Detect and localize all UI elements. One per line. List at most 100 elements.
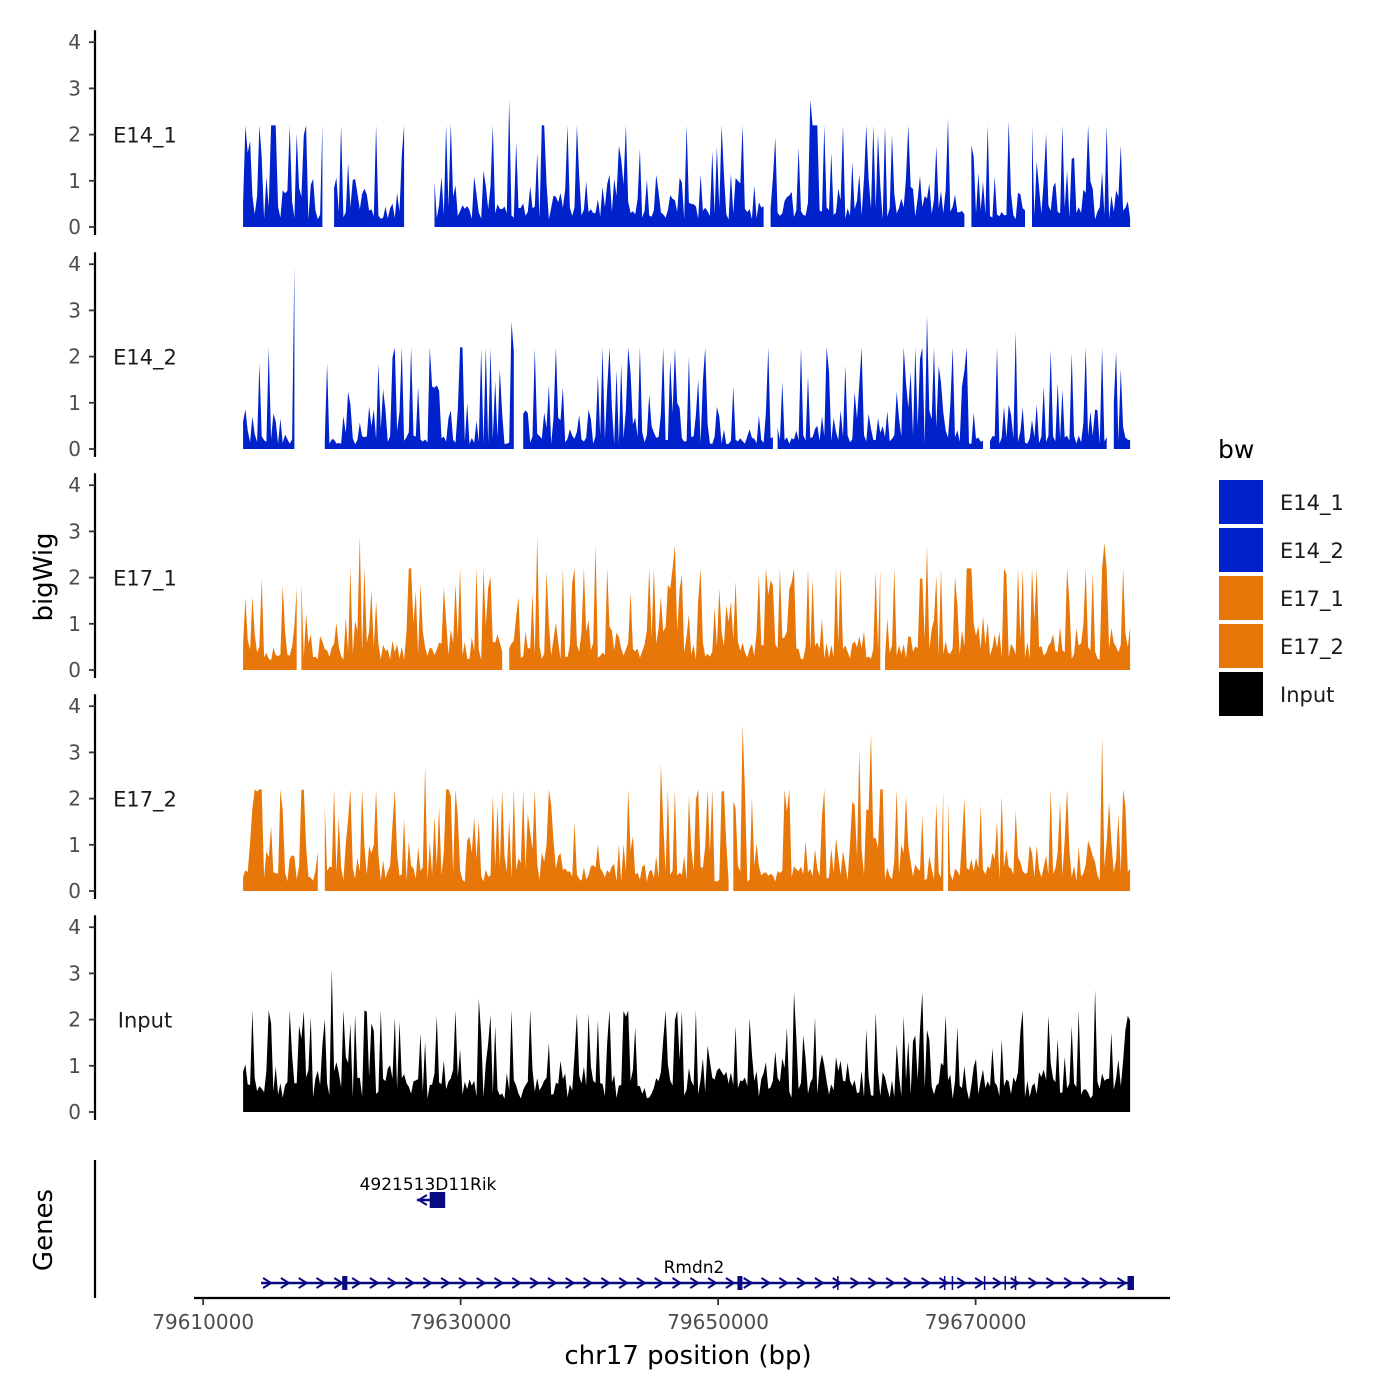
y-tick-label: 2 — [68, 123, 81, 147]
strand-arrow — [315, 1277, 327, 1289]
coverage-area — [324, 321, 514, 449]
y-tick-label: 2 — [68, 787, 81, 811]
x-axis: 79610000 79630000 79650000 79670000 — [152, 1296, 1170, 1334]
legend-label: E17_2 — [1280, 635, 1344, 660]
y-tick-label: 4 — [68, 252, 81, 276]
exon — [737, 1276, 743, 1290]
y-tick-label: 2 — [68, 1008, 81, 1032]
y-tick-label: 0 — [68, 879, 81, 903]
coverage-area — [523, 347, 773, 449]
strand-arrow — [778, 1277, 790, 1289]
gene-Rmdn2: Rmdn2 — [261, 1258, 1134, 1290]
strand-arrow — [1081, 1277, 1092, 1289]
strand-arrow — [867, 1277, 879, 1289]
y-tick-label: 4 — [68, 30, 81, 54]
strand-arrow — [493, 1277, 505, 1289]
y-tick-label: 3 — [68, 961, 81, 985]
strand-arrow — [992, 1277, 1003, 1289]
track-E17_2: 0 1 2 3 4 E17_2 — [68, 694, 1131, 903]
strand-arrow — [956, 1277, 968, 1289]
legend-key-E14_1 — [1219, 480, 1263, 524]
coverage-area — [971, 120, 1025, 227]
y-tick-label: 2 — [68, 566, 81, 590]
x-tick-label: 79630000 — [410, 1310, 512, 1334]
strand-arrow — [1063, 1277, 1074, 1289]
strand-arrow — [618, 1277, 629, 1289]
coverage-area — [243, 125, 323, 227]
track-E14_2: 0 1 2 3 4 E14_2 — [68, 252, 1131, 461]
strand-arrow — [1099, 1277, 1110, 1289]
strand-arrow — [440, 1277, 451, 1289]
y-tick-label: 3 — [68, 740, 81, 764]
y-tick-label: 1 — [68, 612, 81, 636]
track-E14_1: 0 1 2 3 4 E14_1 — [68, 30, 1131, 239]
coverage-area — [770, 99, 965, 227]
strand-arrow — [760, 1277, 772, 1289]
strand-arrow — [654, 1277, 665, 1289]
strand-arrow — [262, 1277, 273, 1289]
coverage-area — [243, 968, 1131, 1112]
y-tick-label: 3 — [68, 298, 81, 322]
strand-arrow — [974, 1277, 985, 1289]
strand-arrow — [511, 1277, 523, 1289]
legend-label: Input — [1280, 683, 1334, 707]
strand-arrow — [707, 1277, 718, 1289]
coverage-area — [243, 264, 295, 449]
strand-arrow — [351, 1277, 362, 1289]
strand-arrow — [1116, 1277, 1128, 1289]
strand-arrow — [547, 1277, 558, 1289]
coverage-area — [1032, 125, 1131, 227]
legend-key-E14_2 — [1219, 528, 1263, 572]
strand-arrow — [1027, 1277, 1039, 1289]
y-tick-label: 4 — [68, 694, 81, 718]
y-tick-label: 1 — [68, 833, 81, 857]
legend-label: E14_1 — [1280, 491, 1344, 516]
strand-arrow — [725, 1277, 736, 1289]
coverage-area — [948, 736, 1131, 891]
gene-label: 4921513D11Rik — [360, 1175, 497, 1195]
track-Input: 0 1 2 3 4 Input — [68, 915, 1131, 1124]
strand-arrow — [298, 1277, 309, 1289]
strand-arrow — [814, 1277, 825, 1289]
legend-key-Input — [1219, 672, 1263, 716]
strand-arrow — [387, 1277, 398, 1289]
y-tick-label: 0 — [68, 215, 81, 239]
exon — [1127, 1276, 1134, 1290]
exon — [342, 1276, 348, 1290]
strand-arrow — [849, 1277, 861, 1289]
coverage-area — [733, 724, 944, 891]
strand-arrow — [600, 1277, 612, 1289]
strand-arrow — [921, 1277, 932, 1289]
strand-arrow — [422, 1277, 434, 1289]
legend-label: E17_1 — [1280, 587, 1344, 612]
x-tick-label: 79610000 — [152, 1310, 254, 1334]
strand-arrow — [743, 1277, 754, 1289]
coverage-area — [243, 789, 318, 891]
strand-arrow — [832, 1277, 843, 1289]
strand-arrow — [636, 1277, 647, 1289]
legend-title: bw — [1218, 435, 1254, 464]
coverage-area — [301, 536, 503, 670]
coverage-area — [777, 315, 983, 449]
y-tick-label: 3 — [68, 76, 81, 100]
strand-arrow — [689, 1277, 701, 1289]
strand-arrow — [1010, 1277, 1021, 1289]
legend-key-E17_1 — [1219, 576, 1263, 620]
strand-arrow — [796, 1277, 807, 1289]
x-axis-title: chr17 position (bp) — [564, 1341, 811, 1371]
y-tick-label: 4 — [68, 473, 81, 497]
strand-arrow — [404, 1277, 416, 1289]
gene-4921513D11Rik: 4921513D11Rik — [360, 1175, 497, 1208]
track-label: Input — [118, 1009, 172, 1033]
genes-axis-title: Genes — [29, 1189, 59, 1271]
strand-arrow — [565, 1277, 576, 1289]
y-tick-label: 0 — [68, 437, 81, 461]
strand-arrow — [582, 1277, 594, 1289]
coverage-area — [434, 99, 764, 227]
legend-label: E14_2 — [1280, 539, 1344, 564]
strand-arrow — [1045, 1277, 1057, 1289]
strand-arrow — [671, 1277, 683, 1289]
gene-label: Rmdn2 — [664, 1258, 725, 1278]
track-label: E17_1 — [113, 567, 177, 592]
